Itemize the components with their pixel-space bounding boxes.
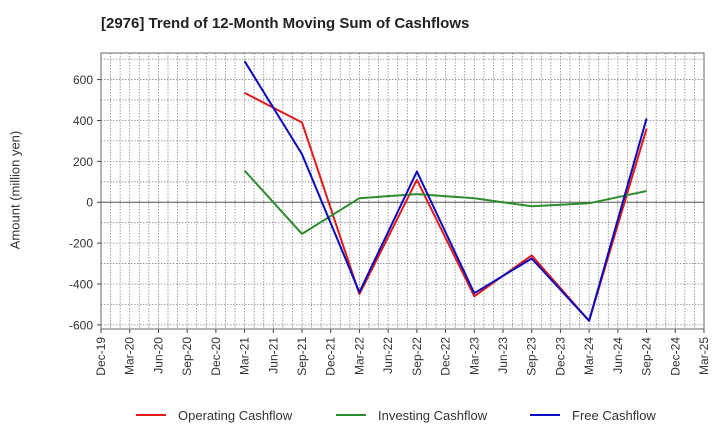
legend-label: Free Cashflow	[572, 408, 656, 423]
x-tick-label: Sep-20	[180, 337, 194, 376]
x-tick-label: Dec-19	[94, 337, 108, 376]
x-tick-label: Dec-23	[553, 337, 567, 376]
x-tick-label: Mar-24	[582, 337, 596, 375]
legend-label: Investing Cashflow	[378, 408, 488, 423]
x-tick-label: Sep-22	[410, 337, 424, 376]
chart-title: [2976] Trend of 12-Month Moving Sum of C…	[101, 15, 470, 32]
plot-frame	[100, 52, 705, 330]
x-tick-label: Mar-20	[123, 337, 137, 375]
x-tick-label: Mar-21	[238, 337, 252, 375]
x-tick-label: Mar-25	[697, 337, 711, 375]
x-tick-label: Sep-21	[295, 337, 309, 376]
legend-label: Operating Cashflow	[178, 408, 293, 423]
x-tick-label: Mar-22	[352, 337, 366, 375]
y-tick-label: 600	[73, 73, 93, 87]
series-line-investing-cashflow	[243, 169, 647, 235]
y-tick-label: 0	[86, 196, 93, 210]
y-tick-label: -600	[69, 318, 93, 332]
x-tick-label: Sep-23	[525, 337, 539, 376]
x-tick-label: Jun-23	[496, 337, 510, 374]
x-tick-label: Jun-24	[611, 337, 625, 374]
x-tick-label: Sep-24	[640, 337, 654, 376]
series-line-free-cashflow	[243, 60, 648, 322]
x-tick-label: Jun-22	[381, 337, 395, 374]
x-tick-label: Mar-23	[467, 337, 481, 375]
x-tick-label: Dec-21	[324, 337, 338, 376]
y-tick-label: -200	[69, 237, 93, 251]
y-tick-label: -400	[69, 278, 93, 292]
plot-area	[101, 53, 704, 329]
x-tick-label: Dec-20	[209, 337, 223, 376]
x-tick-label: Jun-21	[266, 337, 280, 374]
y-tick-label: 400	[73, 114, 93, 128]
x-tick-label: Jun-20	[151, 337, 165, 374]
x-tick-label: Dec-22	[439, 337, 453, 376]
x-tick-label: Dec-24	[668, 337, 682, 376]
y-tick-label: 200	[73, 155, 93, 169]
